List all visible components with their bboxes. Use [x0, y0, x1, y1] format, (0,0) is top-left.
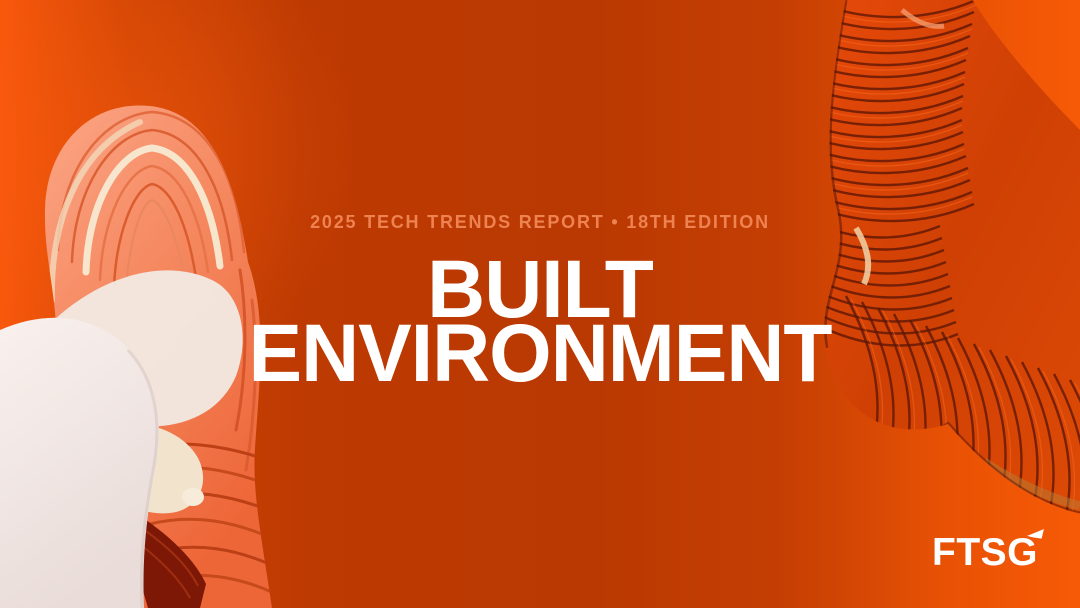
report-title-line2: ENVIRONMENT	[248, 308, 832, 399]
ftsg-logo: FTSG	[932, 533, 1038, 572]
report-title-line1: BUILT	[427, 244, 654, 335]
right-organic-shape-art	[824, 0, 1080, 514]
cover-text-block: 2025 TECH TRENDS REPORT • 18TH EDITION B…	[0, 212, 1080, 399]
report-title: BUILT ENVIRONMENT	[11, 232, 1069, 399]
ftsg-logo-text: FTSG	[932, 533, 1038, 572]
report-edition-eyebrow: 2025 TECH TRENDS REPORT • 18TH EDITION	[310, 212, 770, 232]
left-organic-shape-art	[0, 105, 272, 608]
